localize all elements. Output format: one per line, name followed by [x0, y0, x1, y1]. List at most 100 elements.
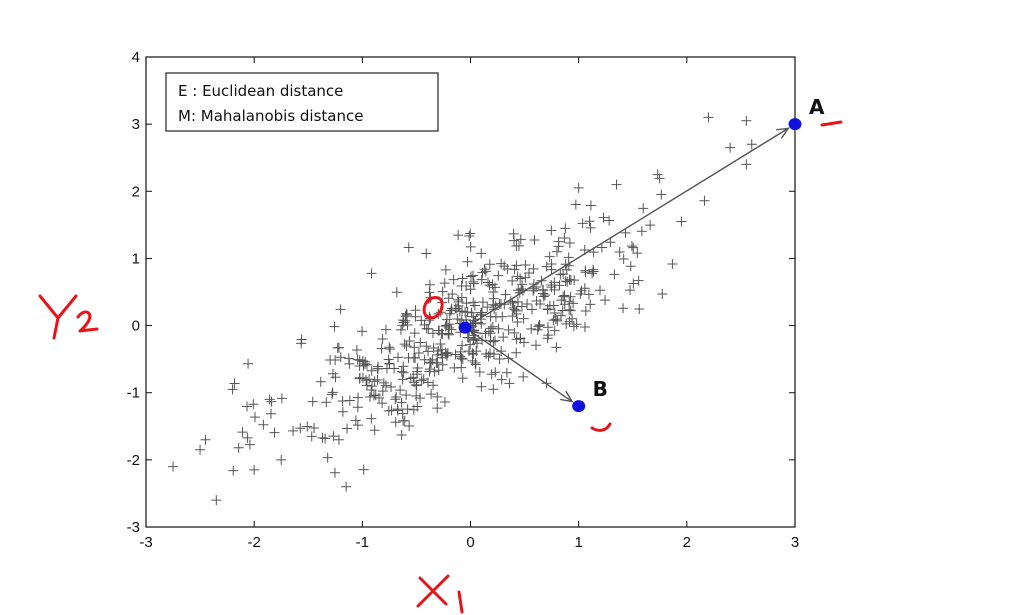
- scatter-point: [200, 434, 211, 445]
- scatter-point: [633, 275, 644, 286]
- scatter-point: [546, 225, 557, 236]
- scatter-point: [476, 248, 487, 259]
- scatter-point: [228, 465, 239, 476]
- y-tick-label: 1: [132, 250, 140, 267]
- scatter-point: [486, 369, 497, 380]
- scatter-point: [482, 302, 493, 313]
- scatter-point: [411, 369, 422, 380]
- scatter-point: [703, 112, 714, 123]
- scatter-point: [465, 228, 476, 239]
- scatter-point: [518, 371, 529, 382]
- scatter-point: [656, 189, 667, 200]
- y-tick-label: -3: [127, 519, 140, 536]
- scatter-point: [422, 377, 433, 388]
- scatter-point: [549, 308, 560, 319]
- scatter-point: [322, 452, 333, 463]
- scatter-point: [526, 323, 537, 334]
- scatter-point: [366, 384, 377, 395]
- scatter-point: [534, 319, 545, 330]
- scatter-point: [384, 342, 395, 353]
- scatter-point: [366, 268, 377, 279]
- scatter-point: [596, 242, 607, 253]
- scatter-point: [396, 430, 407, 441]
- scatter-point: [437, 359, 448, 370]
- scatter-point: [399, 339, 410, 350]
- scatter-point: [507, 297, 518, 308]
- scatter-point: [333, 434, 344, 445]
- scatter-point: [432, 403, 443, 414]
- underline-mark-a: [820, 120, 843, 127]
- scatter-point: [400, 311, 411, 322]
- y-tick-label: -1: [127, 385, 140, 402]
- scatter-point: [516, 301, 527, 312]
- scatter-point: [415, 393, 426, 404]
- scatter-point: [540, 289, 551, 300]
- scatter-point: [391, 391, 402, 402]
- scatter-point: [477, 335, 488, 346]
- scatter-point: [504, 378, 515, 389]
- arrow-head: [469, 313, 484, 325]
- scatter-point: [558, 291, 569, 302]
- distance-arrow-line: [470, 127, 789, 325]
- scatter-point: [327, 387, 338, 398]
- scatter-point: [229, 378, 240, 389]
- scatter-point: [354, 372, 365, 383]
- scatter-point: [264, 394, 275, 405]
- scatter-point: [415, 337, 426, 348]
- scatter-point: [296, 334, 307, 345]
- scatter-point: [634, 303, 645, 314]
- scatter-point: [385, 343, 396, 354]
- scatter-point: [466, 307, 477, 318]
- scatter-point: [416, 375, 427, 386]
- scatter-point: [409, 342, 420, 353]
- scatter-point: [408, 352, 419, 363]
- scatter-point: [373, 361, 384, 372]
- scatter-point: [503, 353, 514, 364]
- scatter-point: [457, 340, 468, 351]
- scatter-point: [359, 358, 370, 369]
- scatter-point: [509, 304, 520, 315]
- scatter-point: [509, 264, 520, 275]
- legend-entry-euclidean: E : Euclidean distance: [178, 82, 343, 100]
- x-tick-label: 3: [791, 534, 799, 551]
- scatter-point: [676, 216, 687, 227]
- scatter-point: [409, 377, 420, 388]
- scatter-point: [344, 358, 355, 369]
- scatter-point: [427, 328, 438, 339]
- scatter-point: [542, 304, 553, 315]
- scatter-point: [512, 271, 523, 282]
- scatter-point: [366, 365, 377, 376]
- scatter-point: [553, 241, 564, 252]
- scatter-point: [248, 399, 259, 410]
- scatter-point: [395, 324, 406, 335]
- scatter-point: [296, 338, 307, 349]
- y-tick-label: 2: [132, 183, 140, 200]
- scatter-point: [398, 367, 409, 378]
- scatter-point: [266, 396, 277, 407]
- highlighted-point: [458, 321, 472, 334]
- scatter-point: [328, 431, 339, 442]
- scatter-point: [243, 358, 254, 369]
- scatter-point: [440, 264, 451, 275]
- scatter-point: [467, 355, 478, 366]
- scatter-point: [496, 374, 507, 385]
- scatter-point: [484, 348, 495, 359]
- scatter-point: [378, 377, 389, 388]
- scatter-point: [583, 289, 594, 300]
- scatter-point: [496, 258, 507, 269]
- handwritten-annotations: [38, 120, 843, 614]
- scatter-point: [509, 327, 520, 338]
- scatter-point: [361, 380, 372, 391]
- scatter-point: [511, 260, 522, 271]
- scatter-point: [546, 280, 557, 291]
- scatter-point: [269, 427, 280, 438]
- scatter-point: [423, 346, 434, 357]
- scatter-point: [374, 392, 385, 403]
- scatter-point: [446, 305, 457, 316]
- scatter-point: [367, 381, 378, 392]
- scatter-point: [401, 341, 412, 352]
- scatter-point: [538, 288, 549, 299]
- scatter-point: [403, 242, 414, 253]
- scatter-point: [456, 353, 467, 364]
- scatter-point: [522, 298, 533, 309]
